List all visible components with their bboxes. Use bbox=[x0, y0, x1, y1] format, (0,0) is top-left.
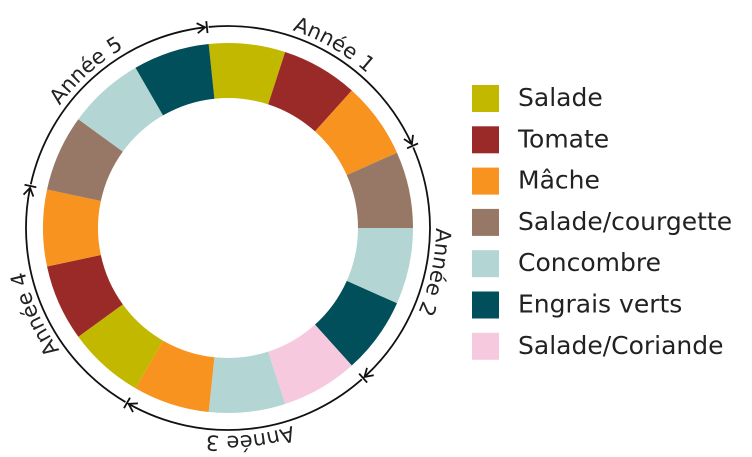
ring-segment bbox=[135, 340, 215, 412]
legend-label: Salade/Coriande bbox=[518, 331, 724, 360]
ring-segment bbox=[314, 90, 398, 176]
ring-segment bbox=[78, 67, 163, 152]
ring-segment bbox=[135, 44, 215, 116]
legend-swatch bbox=[472, 85, 499, 112]
year-arc bbox=[363, 147, 431, 379]
ring-segment bbox=[208, 351, 286, 413]
legend-swatch bbox=[472, 291, 499, 319]
year-tick bbox=[358, 373, 368, 384]
legend-swatch bbox=[472, 208, 499, 236]
year-label-path: Année 2 bbox=[414, 228, 456, 320]
year-arc bbox=[29, 22, 207, 185]
ring-segment bbox=[42, 189, 101, 267]
legend-label: Mâche bbox=[518, 166, 600, 195]
legend-swatch bbox=[472, 332, 499, 360]
legend-label: Salade/courgette bbox=[518, 207, 732, 236]
legend-label: Concombre bbox=[518, 248, 661, 277]
ring-segment bbox=[268, 324, 352, 404]
year-tick bbox=[24, 183, 37, 189]
year-arc bbox=[208, 25, 414, 146]
year-label: Année 2 bbox=[414, 228, 456, 320]
ring-segment bbox=[346, 228, 413, 304]
year-tick bbox=[406, 142, 419, 150]
legend-swatch bbox=[472, 126, 499, 154]
year-tick bbox=[123, 397, 131, 409]
ring-segment bbox=[346, 152, 413, 228]
ring-segment bbox=[78, 304, 163, 389]
year-label: Année 3 bbox=[205, 421, 297, 455]
ring-segment bbox=[208, 43, 286, 105]
ring-segment bbox=[47, 119, 123, 201]
legend-label: Engrais verts bbox=[518, 290, 682, 319]
year-label-path: Année 3 bbox=[205, 421, 297, 455]
legend-swatch bbox=[472, 167, 499, 195]
legend-label: Salade bbox=[518, 83, 603, 112]
year-arc bbox=[127, 378, 363, 431]
legend-swatch bbox=[472, 250, 499, 278]
ring-segment bbox=[47, 255, 123, 337]
year-arc bbox=[22, 186, 126, 403]
ring-segment bbox=[314, 280, 398, 366]
legend-label: Tomate bbox=[517, 124, 609, 153]
ring-segment bbox=[268, 52, 352, 132]
year-tick bbox=[205, 21, 209, 34]
